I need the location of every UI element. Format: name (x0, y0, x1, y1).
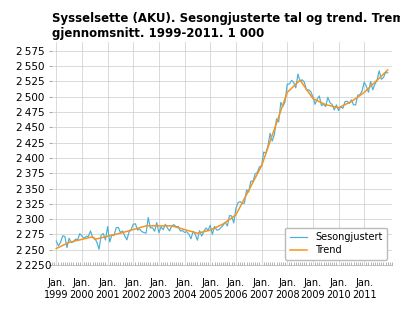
Sesongjustert (285, 82, 290, 86)
Trend (385, 68, 390, 72)
Sesongjustert (54, 239, 59, 243)
Sesongjustert (140, 230, 144, 234)
Legend: Sesongjustert, Trend: Sesongjustert, Trend (285, 228, 387, 260)
Sesongjustert (385, 71, 390, 75)
Sesongjustert (97, 247, 102, 251)
Line: Trend: Trend (56, 70, 388, 249)
Trend (251, 180, 256, 184)
Trend (321, 102, 326, 106)
Trend (191, 230, 196, 234)
Trend (54, 247, 59, 251)
Sesongjustert (377, 69, 382, 73)
Trend (137, 226, 142, 230)
Sesongjustert (193, 232, 198, 236)
Line: Sesongjustert: Sesongjustert (56, 71, 388, 249)
Sesongjustert (180, 228, 185, 232)
Text: Sysselsette (AKU). Sesongjusterte tal og trend. Tremånaders glidande
gjennomsnit: Sysselsette (AKU). Sesongjusterte tal og… (52, 11, 400, 40)
Trend (283, 97, 288, 100)
Trend (178, 226, 183, 230)
Sesongjustert (323, 105, 328, 108)
Sesongjustert (253, 172, 258, 176)
